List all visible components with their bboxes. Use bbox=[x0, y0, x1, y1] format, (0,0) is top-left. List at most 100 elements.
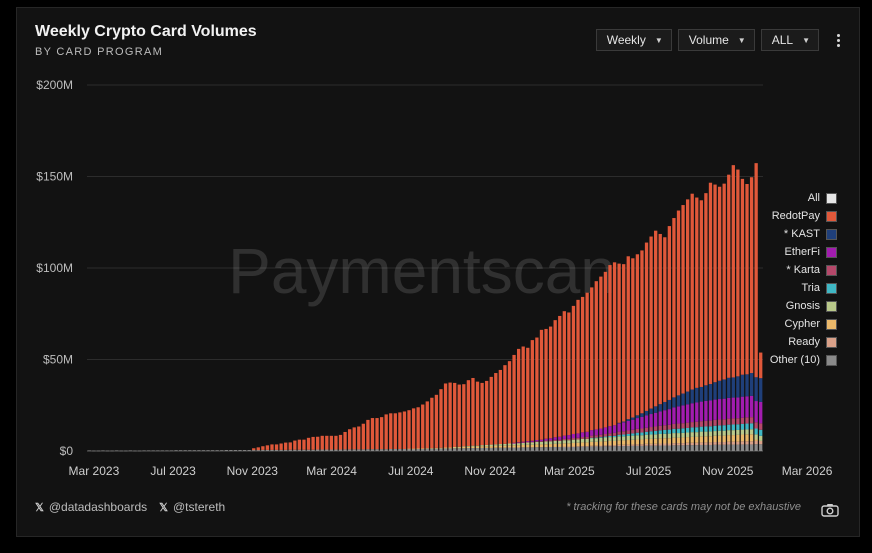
legend-item[interactable]: Cypher bbox=[770, 315, 837, 333]
legend-item[interactable]: * KAST bbox=[770, 225, 837, 243]
bar-segment[interactable] bbox=[599, 434, 603, 438]
bar-segment[interactable] bbox=[485, 380, 489, 445]
bar-segment[interactable] bbox=[562, 311, 566, 436]
bar-segment[interactable] bbox=[644, 445, 649, 451]
bar-segment[interactable] bbox=[727, 430, 731, 436]
bar-segment[interactable] bbox=[567, 446, 571, 451]
bar-segment[interactable] bbox=[672, 423, 676, 429]
bar-segment[interactable] bbox=[727, 441, 731, 445]
bar-segment[interactable] bbox=[347, 429, 352, 450]
bar-segment[interactable] bbox=[754, 428, 758, 435]
legend-item[interactable]: * Karta bbox=[770, 261, 837, 279]
bar-segment[interactable] bbox=[439, 389, 443, 448]
bar-segment[interactable] bbox=[617, 446, 621, 451]
bar-segment[interactable] bbox=[635, 435, 640, 440]
bar-segment[interactable] bbox=[759, 352, 763, 379]
bar-segment[interactable] bbox=[124, 450, 128, 452]
bar-segment[interactable] bbox=[658, 443, 662, 446]
bar-segment[interactable] bbox=[722, 444, 726, 451]
bar-segment[interactable] bbox=[494, 373, 498, 445]
bar-segment[interactable] bbox=[553, 446, 557, 451]
bar-segment[interactable] bbox=[421, 448, 425, 450]
bar-segment[interactable] bbox=[466, 446, 471, 447]
bar-segment[interactable] bbox=[603, 433, 608, 437]
bar-segment[interactable] bbox=[699, 431, 703, 437]
bar-segment[interactable] bbox=[594, 446, 598, 451]
bar-segment[interactable] bbox=[361, 449, 365, 451]
bar-segment[interactable] bbox=[667, 438, 672, 444]
bar-segment[interactable] bbox=[439, 447, 443, 449]
bar-segment[interactable] bbox=[421, 404, 425, 449]
bar-segment[interactable] bbox=[594, 438, 598, 442]
bar-segment[interactable] bbox=[512, 445, 516, 448]
bar-segment[interactable] bbox=[640, 250, 644, 414]
bar-segment[interactable] bbox=[462, 446, 466, 449]
bar-segment[interactable] bbox=[622, 422, 626, 432]
bar-segment[interactable] bbox=[676, 437, 681, 444]
bar-segment[interactable] bbox=[516, 442, 521, 444]
bar-segment[interactable] bbox=[393, 413, 397, 449]
bar-segment[interactable] bbox=[676, 443, 681, 446]
bar-segment[interactable] bbox=[685, 199, 690, 392]
bar-segment[interactable] bbox=[274, 449, 279, 451]
bar-segment[interactable] bbox=[457, 446, 461, 448]
bar-segment[interactable] bbox=[480, 446, 484, 448]
bar-segment[interactable] bbox=[644, 242, 649, 411]
bar-segment[interactable] bbox=[453, 382, 457, 447]
bar-segment[interactable] bbox=[704, 436, 708, 443]
bar-segment[interactable] bbox=[329, 449, 334, 451]
bar-segment[interactable] bbox=[745, 444, 749, 451]
bar-segment[interactable] bbox=[590, 430, 594, 436]
bar-segment[interactable] bbox=[302, 439, 306, 450]
bar-segment[interactable] bbox=[685, 442, 690, 446]
bar-segment[interactable] bbox=[749, 434, 754, 442]
bar-segment[interactable] bbox=[471, 446, 475, 449]
bar-segment[interactable] bbox=[261, 449, 265, 451]
bar-segment[interactable] bbox=[425, 448, 429, 451]
bar-segment[interactable] bbox=[695, 427, 699, 433]
bar-segment[interactable] bbox=[558, 446, 562, 451]
bar-segment[interactable] bbox=[713, 444, 717, 451]
bar-segment[interactable] bbox=[411, 448, 416, 450]
bar-segment[interactable] bbox=[265, 449, 270, 451]
bar-segment[interactable] bbox=[430, 448, 434, 451]
bar-segment[interactable] bbox=[672, 407, 676, 424]
bar-segment[interactable] bbox=[384, 449, 388, 451]
bar-segment[interactable] bbox=[713, 425, 717, 432]
bar-segment[interactable] bbox=[699, 386, 703, 402]
bar-segment[interactable] bbox=[343, 431, 347, 450]
bar-segment[interactable] bbox=[297, 439, 302, 450]
bar-segment[interactable] bbox=[667, 443, 672, 446]
bar-segment[interactable] bbox=[96, 450, 101, 452]
bar-segment[interactable] bbox=[745, 374, 749, 397]
bar-segment[interactable] bbox=[612, 262, 617, 426]
bar-segment[interactable] bbox=[603, 437, 608, 442]
bar-segment[interactable] bbox=[361, 423, 365, 450]
bar-segment[interactable] bbox=[498, 444, 503, 446]
bar-segment[interactable] bbox=[736, 397, 740, 419]
bar-segment[interactable] bbox=[210, 450, 215, 451]
bar-segment[interactable] bbox=[434, 394, 439, 448]
bar-segment[interactable] bbox=[644, 438, 649, 444]
bar-segment[interactable] bbox=[192, 450, 196, 451]
bar-segment[interactable] bbox=[676, 428, 681, 434]
bar-segment[interactable] bbox=[713, 184, 717, 383]
bar-segment[interactable] bbox=[119, 450, 123, 452]
bar-segment[interactable] bbox=[617, 431, 621, 435]
bar-segment[interactable] bbox=[293, 440, 297, 450]
bar-segment[interactable] bbox=[663, 443, 667, 446]
bar-segment[interactable] bbox=[526, 442, 530, 445]
bar-segment[interactable] bbox=[370, 418, 375, 450]
bar-segment[interactable] bbox=[704, 442, 708, 445]
bar-segment[interactable] bbox=[535, 447, 539, 451]
bar-segment[interactable] bbox=[626, 433, 630, 436]
bar-segment[interactable] bbox=[708, 444, 713, 451]
bar-segment[interactable] bbox=[539, 441, 544, 445]
bar-segment[interactable] bbox=[731, 165, 735, 378]
bar-segment[interactable] bbox=[416, 407, 420, 449]
bar-segment[interactable] bbox=[622, 421, 626, 423]
bar-segment[interactable] bbox=[708, 384, 713, 401]
bar-segment[interactable] bbox=[320, 449, 324, 451]
bar-segment[interactable] bbox=[512, 443, 516, 446]
bar-segment[interactable] bbox=[654, 412, 658, 427]
